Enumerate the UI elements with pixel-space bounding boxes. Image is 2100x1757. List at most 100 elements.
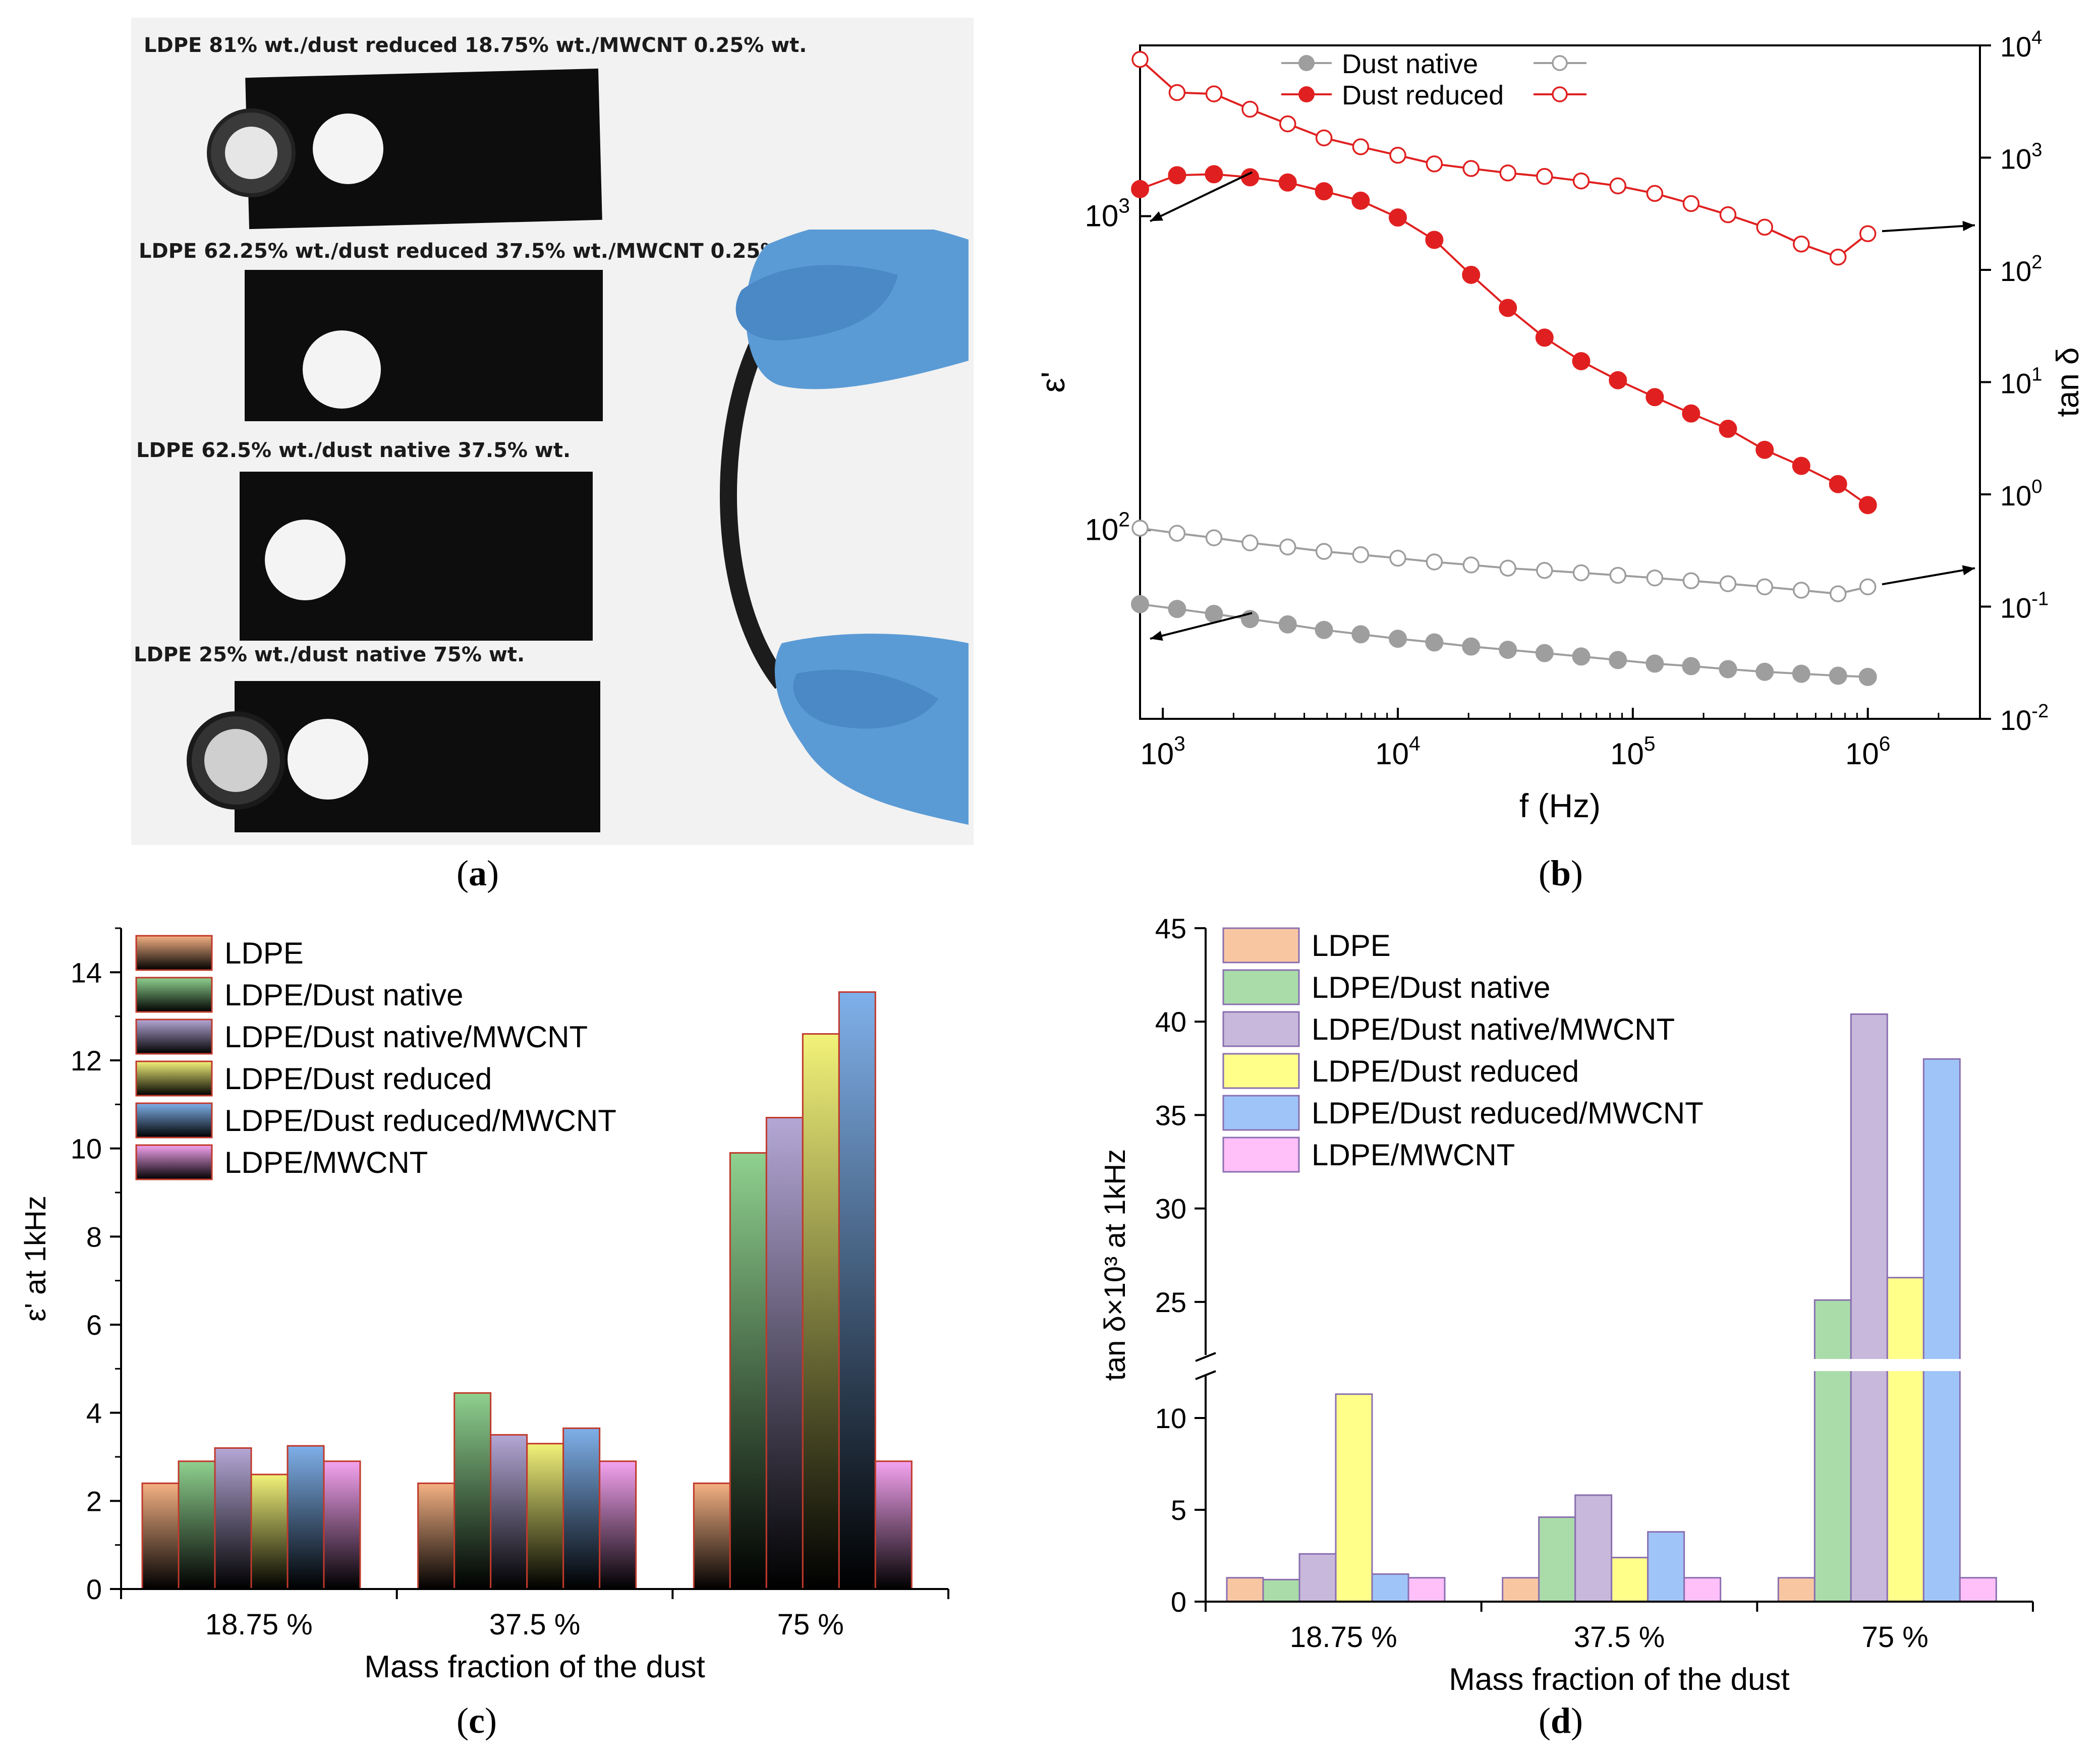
photo-panel: LDPE 81% wt./dust reduced 18.75% wt./MWC… [131,18,974,845]
data-point-b [1756,218,1774,236]
data-point-b [1756,578,1774,596]
bar [599,1460,637,1590]
chart-d: 0 5 10 25 30 35 40 45 18.75 % 37.5 % 75 % Mass frac… [1099,913,2034,1690]
legend-swatch [135,1018,213,1055]
data-point-b [1241,534,1259,551]
y-tick-label: 10 [1155,1402,1186,1434]
y-left-axis-label-b: ε' [1034,371,1071,392]
data-point-b [1168,84,1186,101]
legend-label: LDPE/Dust reduced/MWCNT [1312,1096,1704,1130]
caption-b: (b) [1539,853,1583,893]
x-axis-label: Mass fraction of the dust [364,1650,705,1684]
bar [1407,1577,1446,1603]
axis-break-mark [1195,1352,1216,1362]
legend-swatch [135,1060,213,1097]
y-tick-label: 2 [86,1485,102,1517]
legend-label: LDPE/Dust native [1312,971,1551,1004]
y-tick-label: 10 [71,1133,102,1165]
data-point-b [1755,440,1774,459]
sample-strip-2 [245,270,603,421]
y-tick-label: 45 [1155,913,1186,944]
sample-hole-4 [288,719,368,800]
data-point-b [1168,166,1186,185]
data-point-b [1829,475,1847,493]
bar [526,1443,564,1590]
data-point-b [1646,185,1664,202]
data-point-b [1351,625,1370,644]
data-point-b [1572,564,1590,582]
bar [1226,1577,1264,1603]
data-point-b [1315,620,1333,639]
y-tick-label: 5 [1171,1494,1186,1526]
data-point-b [1389,630,1407,648]
sample-hole-2 [303,330,381,409]
y-axis-label: ε' at 1kHz [19,1196,52,1322]
data-point-b [1462,265,1481,284]
arrow-native-right-head [1962,565,1975,576]
x-tick-label: 75 % [777,1608,844,1641]
bar [874,1460,913,1590]
data-point-b [1425,633,1444,652]
data-point-b [1829,585,1847,602]
gloved-hand-illustration [719,230,969,825]
y-tick-label: 0 [86,1573,102,1605]
data-point-b [1535,644,1554,662]
data-point-b [1168,525,1186,542]
legend-label: LDPE/Dust native [224,978,464,1012]
bar [1886,1277,1924,1603]
bar [1371,1573,1409,1603]
bar [729,1152,767,1590]
y-tick-label: 40 [1155,1006,1186,1038]
data-point-b [1609,651,1627,669]
data-point-b [1792,457,1810,475]
bar [1574,1494,1613,1603]
data-point-b [1389,549,1406,567]
y-right-tick-label-b: 10-2 [2000,701,2049,736]
chart-c: 0 2 4 6 8 10 12 14 18.75 % 37.5 % 75 % Mass fractio… [19,927,949,1684]
arrow-reduced-left-head [1150,211,1163,221]
sample-label-4: LDPE 25% wt./dust native 75% wt. [134,643,525,666]
sample-hole-3 [265,520,346,600]
x-tick-label-b: 104 [1375,732,1420,771]
x-tick-label-b: 103 [1140,732,1185,771]
bar [765,1117,804,1590]
data-point-b [1131,51,1149,68]
arrow-reduced-right-head [1962,220,1975,232]
x-tick-label: 18.75 % [1290,1621,1397,1654]
data-point-b [1462,637,1481,656]
bar [1647,1531,1685,1603]
bar [1777,1577,1815,1603]
y-right-axis-label-b: tan δ [2051,348,2085,417]
sample-label-2: LDPE 62.25% wt./dust reduced 37.5% wt./M… [139,240,824,263]
data-point-b [1278,173,1297,192]
data-point-b [1792,664,1810,683]
data-point-b [1858,496,1877,515]
data-point-b [1719,206,1737,223]
data-point-b [1609,566,1627,584]
bar [1959,1577,1997,1603]
data-point-b [1719,575,1737,592]
data-point-b [1278,615,1297,634]
sample-strip-1 [245,68,602,230]
bar [453,1392,492,1590]
legend-label-b: Dust native [1342,49,1478,79]
y-right-tick-label-b: 101 [2000,364,2042,399]
data-point-b [1829,248,1847,266]
sample-hole-1 [313,114,383,184]
legend-swatch [1222,1137,1300,1173]
data-point-b [1572,172,1590,190]
data-point-b [1315,182,1333,201]
bar [1262,1578,1300,1603]
bar [1850,1013,1888,1603]
data-point-b [1859,578,1877,596]
bar [1538,1516,1576,1603]
legend-swatch [1222,1011,1300,1047]
legend-swatch [1222,969,1300,1005]
data-point-b [1535,328,1554,347]
bar [323,1460,361,1590]
bar [1611,1557,1649,1603]
y-left-tick-label-b: 103 [1085,194,1130,233]
bar [1683,1577,1722,1603]
electrode-disk-4 [187,711,285,810]
data-point-b [1609,371,1627,389]
